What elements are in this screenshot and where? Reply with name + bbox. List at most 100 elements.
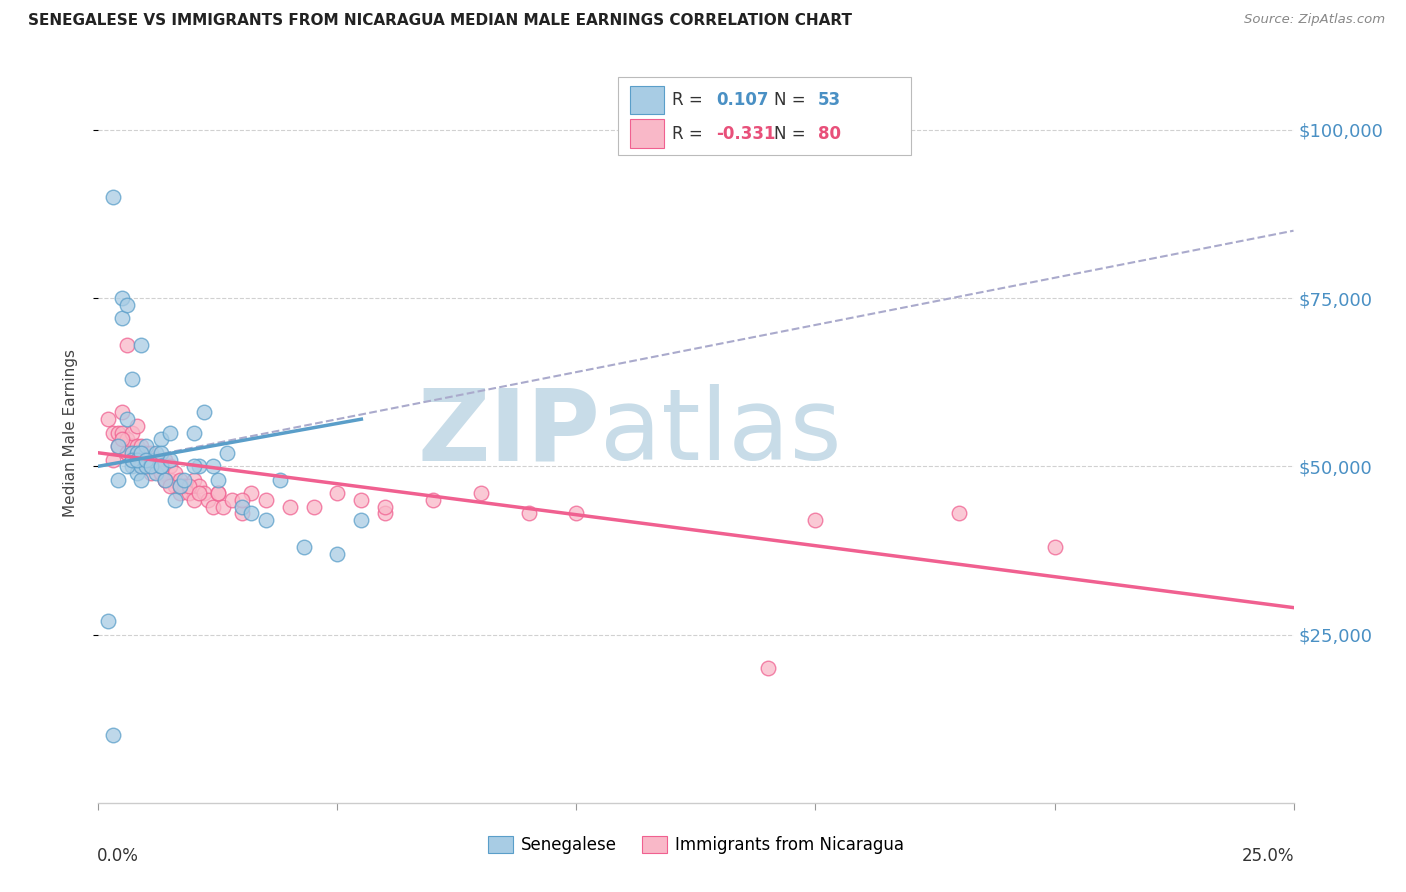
Point bbox=[115, 446, 138, 460]
Point bbox=[131, 439, 153, 453]
Point bbox=[125, 452, 148, 467]
Point bbox=[169, 486, 191, 500]
Point bbox=[135, 452, 157, 467]
Point bbox=[149, 433, 172, 447]
Point bbox=[139, 459, 162, 474]
Point bbox=[155, 473, 177, 487]
Point bbox=[121, 459, 143, 474]
Point bbox=[326, 486, 349, 500]
Point bbox=[139, 459, 162, 474]
Point bbox=[169, 473, 191, 487]
Point bbox=[135, 452, 157, 467]
Point bbox=[183, 492, 205, 507]
Point bbox=[149, 466, 172, 480]
Point bbox=[135, 459, 157, 474]
Point bbox=[139, 446, 162, 460]
Point bbox=[111, 291, 134, 305]
Point bbox=[145, 466, 167, 480]
Text: N =: N = bbox=[773, 91, 810, 109]
Point bbox=[121, 452, 143, 467]
Point bbox=[179, 479, 201, 493]
Point bbox=[183, 473, 205, 487]
Point bbox=[254, 513, 277, 527]
Text: N =: N = bbox=[773, 125, 810, 143]
Point bbox=[145, 459, 167, 474]
Point bbox=[125, 452, 148, 467]
Point bbox=[139, 452, 162, 467]
Point bbox=[111, 311, 134, 326]
Point bbox=[131, 459, 153, 474]
Point bbox=[125, 418, 148, 433]
Point bbox=[107, 439, 129, 453]
Point bbox=[173, 479, 195, 493]
Point bbox=[231, 492, 253, 507]
Point bbox=[374, 500, 396, 514]
Point bbox=[149, 446, 172, 460]
Point bbox=[207, 486, 229, 500]
Text: -0.331: -0.331 bbox=[716, 125, 776, 143]
Point bbox=[121, 446, 143, 460]
Point bbox=[121, 446, 143, 460]
Point bbox=[115, 338, 138, 352]
Point bbox=[517, 507, 540, 521]
Point bbox=[169, 479, 191, 493]
Point bbox=[125, 452, 148, 467]
Point bbox=[107, 473, 129, 487]
Point bbox=[240, 486, 263, 500]
Point bbox=[125, 439, 148, 453]
Point bbox=[292, 540, 315, 554]
Point bbox=[107, 439, 129, 453]
Point bbox=[187, 486, 209, 500]
Point bbox=[211, 500, 233, 514]
Text: R =: R = bbox=[672, 125, 709, 143]
Point bbox=[202, 459, 225, 474]
Point bbox=[145, 459, 167, 474]
Point bbox=[101, 729, 124, 743]
Text: atlas: atlas bbox=[600, 384, 842, 481]
Point bbox=[121, 372, 143, 386]
Point bbox=[135, 446, 157, 460]
Point bbox=[111, 405, 134, 419]
Point bbox=[163, 466, 186, 480]
Point bbox=[159, 452, 181, 467]
Point bbox=[155, 473, 177, 487]
Text: SENEGALESE VS IMMIGRANTS FROM NICARAGUA MEDIAN MALE EARNINGS CORRELATION CHART: SENEGALESE VS IMMIGRANTS FROM NICARAGUA … bbox=[28, 13, 852, 29]
Point bbox=[163, 479, 186, 493]
Text: 25.0%: 25.0% bbox=[1243, 847, 1295, 865]
Point bbox=[221, 492, 243, 507]
Point bbox=[193, 486, 215, 500]
Point bbox=[101, 190, 124, 204]
Point bbox=[187, 479, 209, 493]
Point bbox=[159, 473, 181, 487]
Point bbox=[121, 439, 143, 453]
Text: 0.107: 0.107 bbox=[716, 91, 769, 109]
Point bbox=[115, 433, 138, 447]
Point bbox=[173, 473, 195, 487]
FancyBboxPatch shape bbox=[630, 120, 664, 147]
Text: ZIP: ZIP bbox=[418, 384, 600, 481]
Point bbox=[131, 459, 153, 474]
Point bbox=[197, 492, 219, 507]
Point bbox=[139, 466, 162, 480]
Point bbox=[374, 507, 396, 521]
Point bbox=[159, 425, 181, 440]
Point bbox=[131, 452, 153, 467]
Point bbox=[125, 446, 148, 460]
Point bbox=[107, 425, 129, 440]
Point bbox=[135, 459, 157, 474]
Point bbox=[135, 459, 157, 474]
Point bbox=[350, 492, 373, 507]
Point bbox=[163, 492, 186, 507]
Point bbox=[207, 486, 229, 500]
Point bbox=[131, 459, 153, 474]
Point bbox=[125, 452, 148, 467]
Point bbox=[101, 425, 124, 440]
Point bbox=[121, 425, 143, 440]
Point bbox=[169, 479, 191, 493]
FancyBboxPatch shape bbox=[619, 78, 911, 155]
Point bbox=[149, 459, 172, 474]
Point bbox=[111, 433, 134, 447]
Point bbox=[155, 452, 177, 467]
Point bbox=[269, 473, 291, 487]
Point bbox=[217, 446, 239, 460]
